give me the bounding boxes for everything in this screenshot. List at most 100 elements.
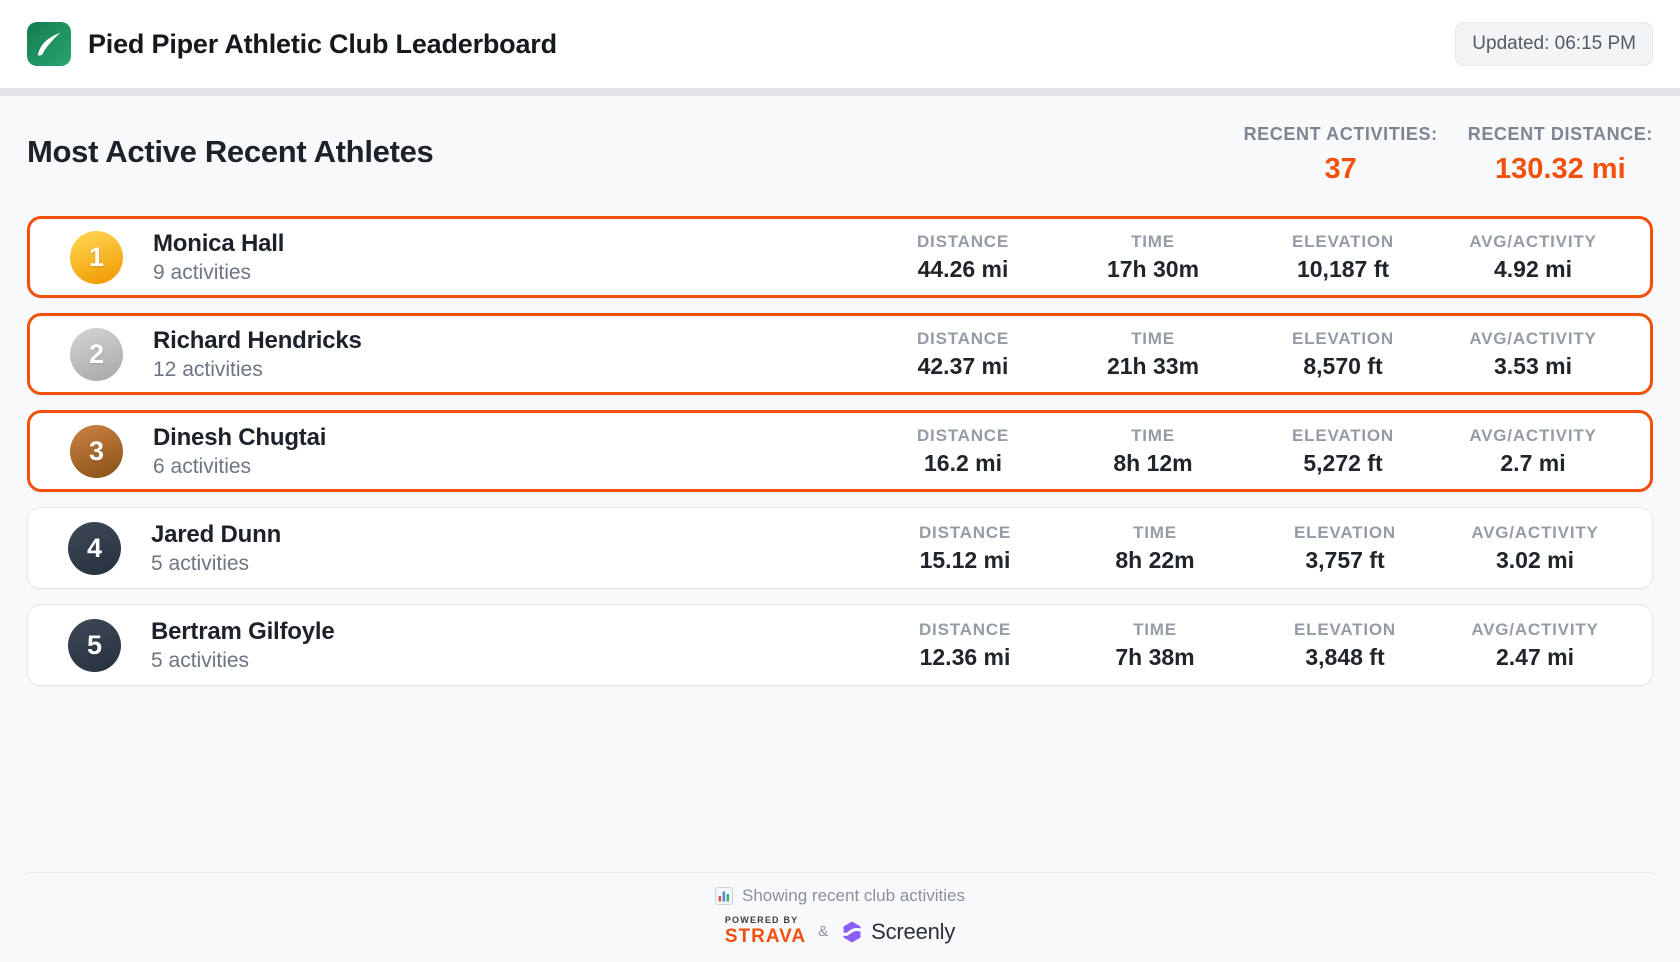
athlete-info: Jared Dunn 5 activities: [151, 521, 281, 576]
elevation-value: 5,272 ft: [1303, 449, 1383, 476]
elevation-label: ELEVATION: [1294, 619, 1396, 639]
athlete-info: Bertram Gilfoyle 5 activities: [151, 618, 335, 673]
athlete-row: 2 Richard Hendricks 12 activities DISTAN…: [27, 313, 1653, 395]
distance-label: DISTANCE: [916, 328, 1010, 348]
elevation-stat: ELEVATION 5,272 ft: [1248, 426, 1438, 477]
avg-activity-stat: AVG/ACTIVITY 3.53 mi: [1438, 329, 1628, 380]
athlete-info: Monica Hall 9 activities: [153, 230, 284, 285]
avg-activity-stat: AVG/ACTIVITY 2.7 mi: [1438, 426, 1628, 477]
recent-activities-stat: RECENT ACTIVITIES: 37: [1244, 124, 1438, 186]
distance-value: 16.2 mi: [924, 449, 1002, 476]
elevation-value: 3,848 ft: [1305, 643, 1385, 670]
screenly-logo: Screenly: [840, 919, 955, 945]
ampersand-text: &: [818, 923, 829, 940]
recent-distance-value: 130.32 mi: [1495, 153, 1626, 185]
distance-label: DISTANCE: [918, 522, 1012, 542]
summary-stats: RECENT ACTIVITIES: 37 RECENT DISTANCE: 1…: [1244, 124, 1653, 186]
avg-activity-label: AVG/ACTIVITY: [1469, 425, 1597, 445]
elevation-value: 3,757 ft: [1305, 546, 1385, 573]
avg-activity-label: AVG/ACTIVITY: [1469, 328, 1597, 348]
athlete-stats: DISTANCE 15.12 mi TIME 8h 22m ELEVATION …: [870, 523, 1630, 574]
athlete-list: 1 Monica Hall 9 activities DISTANCE 44.2…: [27, 216, 1653, 701]
screenly-wordmark: Screenly: [871, 918, 956, 944]
avg-activity-value: 2.47 mi: [1496, 643, 1574, 670]
avg-activity-stat: AVG/ACTIVITY 3.02 mi: [1440, 523, 1630, 574]
footer-status-text: Showing recent club activities: [741, 886, 965, 905]
distance-stat: DISTANCE 44.26 mi: [868, 232, 1058, 283]
main-content: Most Active Recent Athletes RECENT ACTIV…: [0, 96, 1680, 962]
elevation-label: ELEVATION: [1292, 231, 1394, 251]
distance-stat: DISTANCE 12.36 mi: [870, 620, 1060, 671]
distance-stat: DISTANCE 16.2 mi: [868, 426, 1058, 477]
elevation-stat: ELEVATION 8,570 ft: [1248, 329, 1438, 380]
elevation-value: 8,570 ft: [1303, 352, 1383, 379]
time-value: 17h 30m: [1106, 255, 1200, 282]
elevation-value: 10,187 ft: [1296, 255, 1390, 282]
time-label: TIME: [1133, 619, 1177, 639]
elevation-stat: ELEVATION 10,187 ft: [1248, 232, 1438, 283]
updated-time-badge: Updated: 06:15 PM: [1455, 22, 1653, 66]
elevation-label: ELEVATION: [1294, 522, 1396, 542]
header-bar: Pied Piper Athletic Club Leaderboard Upd…: [0, 0, 1680, 88]
rank-badge: 2: [70, 327, 123, 381]
distance-label: DISTANCE: [916, 425, 1010, 445]
distance-label: DISTANCE: [918, 619, 1012, 639]
athlete-stats: DISTANCE 12.36 mi TIME 7h 38m ELEVATION …: [870, 620, 1630, 671]
distance-value: 12.36 mi: [919, 643, 1011, 670]
elevation-stat: ELEVATION 3,848 ft: [1250, 620, 1440, 671]
athlete-info: Dinesh Chugtai 6 activities: [153, 424, 326, 479]
avg-activity-label: AVG/ACTIVITY: [1469, 231, 1597, 251]
powered-by-label: POWERED BY: [724, 915, 799, 925]
distance-label: DISTANCE: [916, 231, 1010, 251]
elevation-label: ELEVATION: [1292, 425, 1394, 445]
athlete-row: 1 Monica Hall 9 activities DISTANCE 44.2…: [27, 216, 1653, 298]
strava-logo: POWERED BY STRAVA: [725, 915, 806, 948]
distance-value: 42.37 mi: [917, 352, 1009, 379]
pied-piper-logo-icon: [27, 22, 71, 66]
distance-value: 15.12 mi: [919, 546, 1011, 573]
time-label: TIME: [1131, 231, 1175, 251]
athlete-name: Bertram Gilfoyle: [151, 617, 335, 645]
athlete-stats: DISTANCE 44.26 mi TIME 17h 30m ELEVATION…: [868, 232, 1628, 283]
time-stat: TIME 7h 38m: [1060, 620, 1250, 671]
avg-activity-value: 3.53 mi: [1494, 352, 1572, 379]
time-value: 7h 38m: [1115, 643, 1195, 670]
elevation-label: ELEVATION: [1292, 328, 1394, 348]
athlete-row: 3 Dinesh Chugtai 6 activities DISTANCE 1…: [27, 410, 1653, 492]
athlete-row: 4 Jared Dunn 5 activities DISTANCE 15.12…: [27, 507, 1653, 589]
avg-activity-label: AVG/ACTIVITY: [1471, 619, 1599, 639]
athlete-name: Dinesh Chugtai: [153, 423, 327, 451]
distance-stat: DISTANCE 42.37 mi: [868, 329, 1058, 380]
rank-badge: 3: [70, 424, 123, 478]
athlete-activity-count: 6 activities: [153, 454, 252, 478]
time-stat: TIME 8h 22m: [1060, 523, 1250, 574]
app-title: Pied Piper Athletic Club Leaderboard: [88, 28, 557, 59]
footer-status: Showing recent club activities: [714, 886, 965, 906]
strava-wordmark: STRAVA: [724, 926, 807, 947]
time-value: 21h 33m: [1106, 352, 1200, 379]
avg-activity-value: 3.02 mi: [1496, 546, 1574, 573]
athlete-name: Jared Dunn: [151, 520, 282, 548]
time-stat: TIME 21h 33m: [1058, 329, 1248, 380]
time-label: TIME: [1133, 522, 1177, 542]
time-value: 8h 22m: [1115, 546, 1195, 573]
summary-row: Most Active Recent Athletes RECENT ACTIV…: [27, 124, 1653, 186]
athlete-activity-count: 9 activities: [153, 260, 252, 284]
rank-badge: 1: [70, 230, 123, 284]
distance-value: 44.26 mi: [917, 255, 1009, 282]
rank-badge: 4: [68, 521, 121, 575]
recent-distance-stat: RECENT DISTANCE: 130.32 mi: [1468, 124, 1653, 186]
time-stat: TIME 8h 12m: [1058, 426, 1248, 477]
recent-activities-label: RECENT ACTIVITIES:: [1243, 124, 1438, 144]
screenly-icon: [842, 921, 862, 942]
athlete-activity-count: 5 activities: [151, 648, 250, 672]
athlete-activity-count: 5 activities: [151, 551, 250, 575]
athlete-info: Richard Hendricks 12 activities: [153, 327, 362, 382]
time-value: 8h 12m: [1113, 449, 1193, 476]
elevation-stat: ELEVATION 3,757 ft: [1250, 523, 1440, 574]
distance-stat: DISTANCE 15.12 mi: [870, 523, 1060, 574]
footer-logos: POWERED BY STRAVA & Screenly: [725, 915, 956, 948]
header-divider: [0, 88, 1680, 96]
recent-activities-value: 37: [1324, 153, 1357, 185]
